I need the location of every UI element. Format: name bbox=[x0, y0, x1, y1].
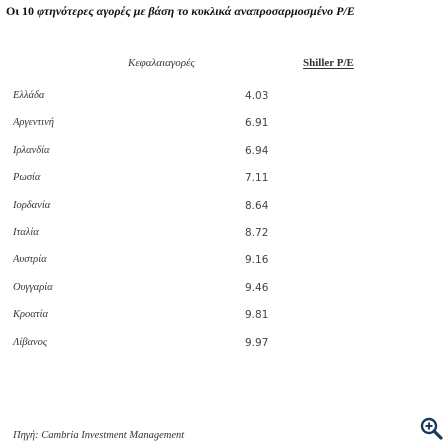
pe-value: 4.03 bbox=[245, 90, 269, 102]
table-row: Ελλάδα 4.03 bbox=[0, 90, 446, 117]
source-note: Πηγή: Cambria Investment Management bbox=[13, 430, 185, 441]
table-row: Κροατία 9.81 bbox=[0, 309, 446, 336]
magnifier-zoom-icon[interactable] bbox=[419, 416, 443, 440]
country-name: Κροατία bbox=[13, 309, 48, 321]
country-name: Αργεντινή bbox=[13, 117, 54, 129]
pe-value: 9.97 bbox=[245, 336, 269, 349]
country-name: Ιορδανία bbox=[13, 199, 51, 211]
table-row: Ιρλανδία 6.94 bbox=[0, 145, 446, 172]
pe-value: 8.64 bbox=[245, 199, 269, 212]
country-name: Ρωσία bbox=[13, 172, 41, 184]
table-row: Αργεντινή 6.91 bbox=[0, 117, 446, 144]
pe-value: 9.46 bbox=[245, 281, 269, 294]
table-row: Ρωσία 7.11 bbox=[0, 172, 446, 199]
country-name: Ελλάδα bbox=[13, 90, 45, 101]
pe-value: 6.91 bbox=[245, 117, 269, 130]
country-name: Ιρλανδία bbox=[13, 144, 50, 156]
header-shiller-pe: Shiller P/E bbox=[303, 57, 354, 69]
market-table: Ελλάδα 4.03 Αργεντινή 6.91 Ιρλανδία 6.94… bbox=[0, 90, 446, 364]
pe-value: 7.11 bbox=[245, 172, 269, 185]
pe-value: 9.81 bbox=[245, 309, 269, 322]
title-lead: Οι 10 bbox=[6, 4, 35, 18]
magnifier-zoom-icon-graphic bbox=[420, 417, 443, 440]
pe-value: 9.16 bbox=[245, 254, 269, 267]
table-row: Ιταλία 8.72 bbox=[0, 227, 446, 254]
pe-value: 6.94 bbox=[245, 144, 269, 157]
country-name: Αυστρία bbox=[13, 254, 47, 266]
pe-value: 8.72 bbox=[245, 226, 269, 239]
country-name: Λίβανος bbox=[13, 336, 48, 348]
header-markets: Κεφαλαιαγορές bbox=[128, 57, 195, 69]
table-row: Λίβανος 9.97 bbox=[0, 337, 446, 364]
table-row: Ουγγαρία 9.46 bbox=[0, 282, 446, 309]
page-title: Οι 10 φτηνότερες αγορές με βάση το κυκλι… bbox=[6, 4, 442, 19]
table-row: Ιορδανία 8.64 bbox=[0, 200, 446, 227]
country-name: Ουγγαρία bbox=[13, 281, 53, 293]
title-text: φτηνότερες αγορές με βάση το κυκλικά ανα… bbox=[37, 4, 355, 18]
country-name: Ιταλία bbox=[13, 226, 39, 238]
table-row: Αυστρία 9.16 bbox=[0, 254, 446, 281]
